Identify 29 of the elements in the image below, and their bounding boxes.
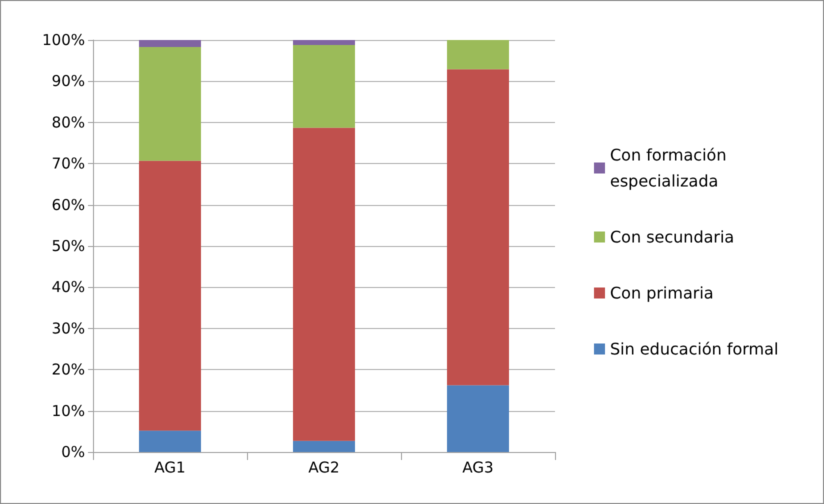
y-tick-label: 50%	[52, 237, 85, 255]
bar	[447, 385, 509, 452]
legend-label: Con secundaria	[610, 228, 734, 246]
y-tick-label: 10%	[52, 402, 85, 420]
y-tick-label: 90%	[52, 72, 85, 90]
legend-label: Con formación especializada	[610, 146, 732, 190]
bar	[139, 47, 201, 161]
y-tick-label: 70%	[52, 154, 85, 173]
y-tick-label: 80%	[52, 113, 85, 132]
bar	[139, 430, 201, 452]
x-tick-label: AG2	[308, 458, 340, 476]
bar	[293, 128, 355, 441]
y-tick-label: 0%	[61, 443, 85, 461]
legend-label: Con primaria	[610, 284, 714, 302]
y-tick-label: 40%	[52, 278, 85, 296]
legend-label: Sin educación formal	[610, 340, 778, 358]
bar	[293, 440, 355, 452]
bar	[447, 69, 509, 386]
bar	[139, 40, 201, 48]
y-tick-label: 60%	[52, 196, 85, 214]
bar	[293, 40, 355, 45]
bar	[293, 44, 355, 128]
y-tick-label: 30%	[52, 319, 85, 338]
bar	[447, 40, 509, 70]
x-tick-label: AG3	[462, 458, 494, 476]
y-tick-label: 100%	[42, 31, 85, 49]
x-tick-label: AG1	[154, 458, 186, 476]
y-tick-label: 20%	[52, 360, 85, 379]
bar	[139, 160, 201, 431]
